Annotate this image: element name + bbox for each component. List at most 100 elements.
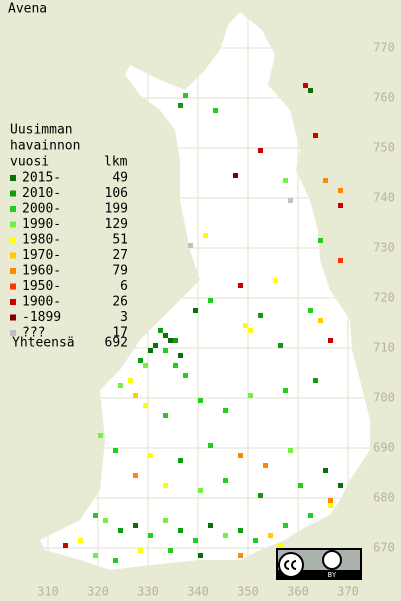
observation-square — [223, 478, 228, 483]
legend-heading: havainnon — [10, 139, 80, 154]
legend-swatch — [10, 283, 16, 290]
legend-label: 1970- — [22, 248, 61, 263]
observation-square — [63, 543, 68, 548]
legend-swatch — [10, 268, 16, 274]
legend-swatch — [10, 330, 16, 336]
x-label: 320 — [87, 585, 109, 599]
legend-count: 79 — [112, 264, 128, 279]
observation-square — [338, 188, 343, 193]
title: Avena — [8, 2, 47, 17]
legend-count: 106 — [105, 186, 128, 201]
observation-square — [318, 238, 323, 243]
legend-swatch — [10, 175, 16, 181]
observation-square — [223, 408, 228, 413]
y-label: 670 — [373, 541, 395, 555]
squares — [63, 83, 343, 563]
observation-square — [183, 373, 188, 378]
observation-square — [238, 553, 243, 558]
legend-label: -1899 — [22, 310, 61, 325]
observation-square — [328, 498, 333, 503]
observation-square — [168, 338, 173, 343]
legend-label: 2000- — [22, 202, 61, 217]
legend-swatch — [10, 221, 16, 228]
observation-square — [268, 533, 273, 538]
observation-square — [143, 363, 148, 368]
observation-square — [178, 353, 183, 358]
legend-count: 6 — [120, 279, 128, 294]
observation-square — [118, 383, 123, 388]
observation-square — [78, 538, 83, 543]
legend-count: 27 — [112, 248, 128, 263]
observation-square — [248, 393, 253, 398]
observation-square — [323, 468, 328, 473]
legend-count-heading: lkm — [104, 155, 128, 170]
y-label: 700 — [373, 391, 395, 405]
observation-square — [288, 198, 293, 203]
cc-glyph — [284, 560, 297, 570]
observation-square — [133, 523, 138, 528]
observation-square — [163, 413, 168, 418]
observation-square — [308, 308, 313, 313]
observation-square — [258, 493, 263, 498]
observation-square — [318, 318, 323, 323]
observation-square — [308, 88, 313, 93]
observation-square — [193, 308, 198, 313]
y-label: 680 — [373, 491, 395, 505]
observation-square — [278, 543, 283, 548]
observation-square — [148, 453, 153, 458]
observation-square — [283, 523, 288, 528]
legend-heading: Uusimman — [10, 123, 73, 138]
observation-square — [198, 398, 203, 403]
legend-label: 2010- — [22, 186, 61, 201]
y-label: 710 — [373, 341, 395, 355]
observation-square — [263, 463, 268, 468]
observation-square — [148, 348, 153, 353]
observation-square — [253, 538, 258, 543]
observation-square — [238, 283, 243, 288]
legend-heading: vuosi — [10, 155, 49, 170]
legend-label: ??? — [22, 326, 45, 341]
observation-square — [128, 378, 133, 383]
x-label: 310 — [37, 585, 59, 599]
observation-square — [328, 503, 333, 508]
observation-square — [178, 528, 183, 533]
observation-square — [213, 108, 218, 113]
x-label: 350 — [237, 585, 259, 599]
x-label: 360 — [287, 585, 309, 599]
legend-total: 692 — [105, 336, 128, 351]
observation-square — [173, 338, 178, 343]
observation-square — [188, 243, 193, 248]
y-label: 740 — [373, 191, 395, 205]
observation-square — [238, 453, 243, 458]
observation-square — [113, 558, 118, 563]
observation-square — [163, 348, 168, 353]
observation-square — [163, 483, 168, 488]
legend-label: 1960- — [22, 264, 61, 279]
observation-square — [298, 483, 303, 488]
observation-square — [183, 93, 188, 98]
observation-square — [178, 458, 183, 463]
license-badge: BY — [276, 548, 362, 580]
x-label: 370 — [337, 585, 359, 599]
observation-square — [133, 473, 138, 478]
observation-square — [163, 333, 168, 338]
observation-square — [198, 553, 203, 558]
legend-count: 17 — [112, 326, 128, 341]
y-label: 770 — [373, 41, 395, 55]
legend-label: 1990- — [22, 217, 61, 232]
observation-square — [243, 323, 248, 328]
legend-swatch — [10, 206, 16, 212]
observation-square — [208, 298, 213, 303]
legend-swatch — [10, 237, 16, 243]
observation-square — [158, 328, 163, 333]
observation-square — [103, 518, 108, 523]
observation-square — [223, 533, 228, 538]
observation-square — [133, 393, 138, 398]
observation-square — [278, 343, 283, 348]
observation-square — [208, 443, 213, 448]
license-label: BY — [328, 571, 337, 579]
observation-square — [338, 258, 343, 263]
y-label: 750 — [373, 141, 395, 155]
observation-square — [98, 433, 103, 438]
